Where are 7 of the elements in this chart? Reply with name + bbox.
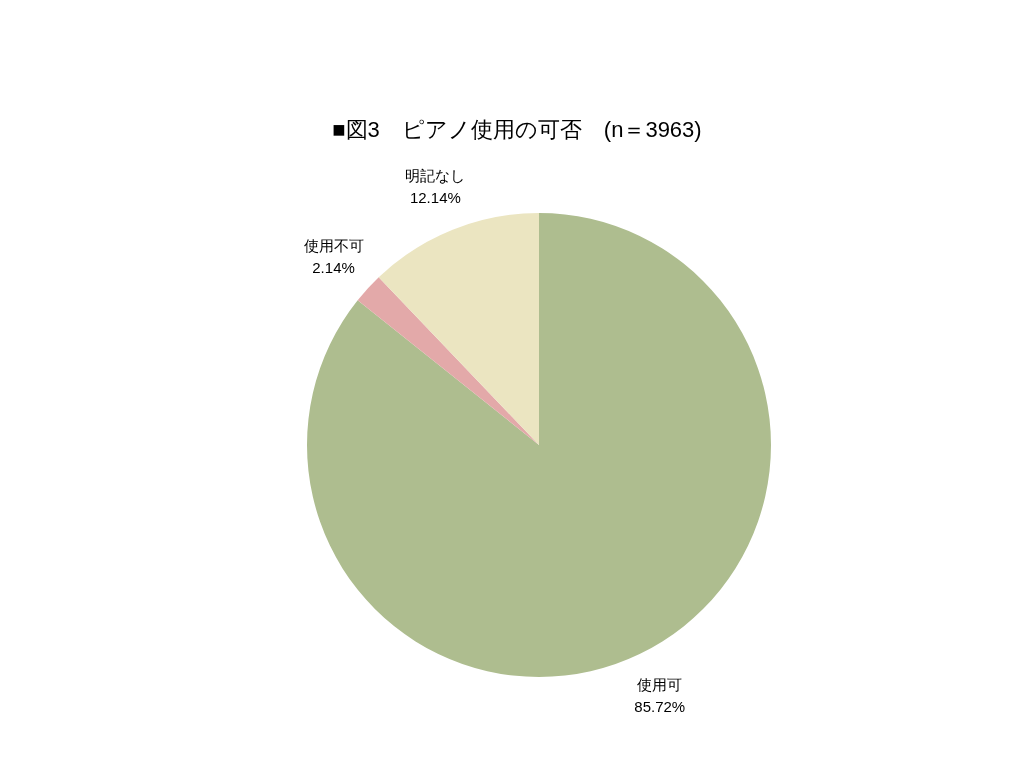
data-label: 12.14% bbox=[409, 188, 461, 206]
data-label: 85.72% bbox=[634, 697, 686, 715]
slice-label: 使用不可 bbox=[303, 237, 364, 255]
data-label: 2.14% bbox=[312, 259, 355, 277]
slice-label: 使用可 bbox=[637, 675, 683, 693]
slice-label: 明記なし bbox=[405, 166, 466, 184]
title: ■図3 ピアノ使用の可否 (n＝3963) bbox=[332, 117, 702, 142]
